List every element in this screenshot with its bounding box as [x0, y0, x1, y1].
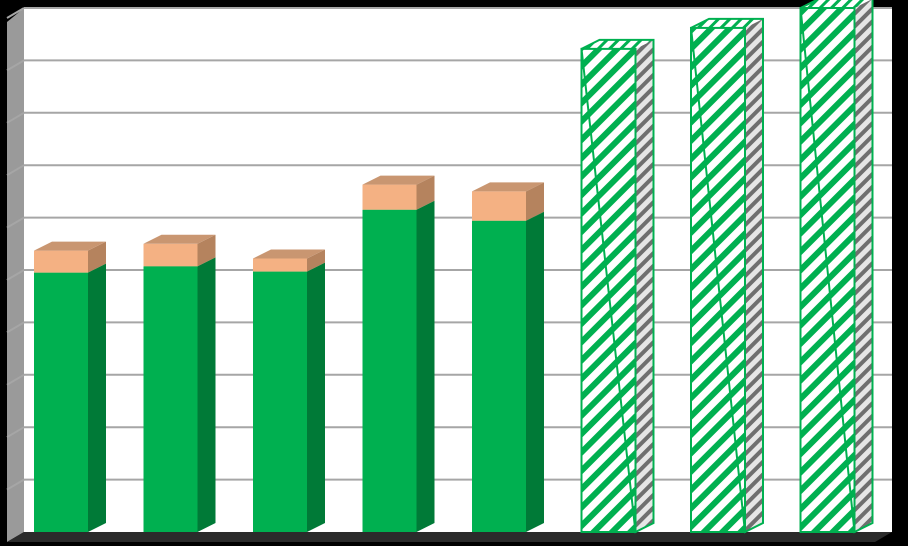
- gridline-wall: [6, 269, 25, 281]
- bar-base-side: [416, 200, 435, 533]
- bar-base-side: [526, 211, 544, 532]
- bar-hatched-outline: [580, 47, 637, 533]
- bar-hatched-side: [745, 18, 763, 533]
- bar-cap-top: [253, 249, 325, 259]
- bar-base-front: [362, 209, 417, 533]
- bar-hatched-outline: [799, 7, 856, 533]
- bar-base-front: [143, 266, 198, 532]
- bar-cap-front: [143, 243, 198, 267]
- bar-hatched-edge: [580, 38, 655, 534]
- bar-hatched-edge: [799, 0, 874, 534]
- bar-cap-front: [362, 184, 417, 210]
- bar-cap-front: [472, 191, 526, 221]
- bar-cap-front: [34, 250, 88, 273]
- bar-hatched-edge: [689, 17, 764, 534]
- gridline-wall: [6, 111, 25, 124]
- bar-cap-side: [307, 249, 325, 272]
- bar-cap-side: [526, 182, 544, 221]
- bar-cap-side: [88, 241, 106, 273]
- bar-cap-side: [197, 234, 216, 267]
- bar-hatched-side: [635, 39, 654, 532]
- bar-cap-top: [34, 241, 106, 251]
- bar-base-front: [472, 220, 526, 532]
- bar-hatched-top: [800, 0, 871, 8]
- bar-hatched-top: [581, 39, 654, 49]
- gridline-wall: [6, 7, 25, 19]
- bar-base-side: [307, 262, 325, 532]
- gridline-wall: [6, 59, 25, 72]
- gridline-wall: [6, 164, 25, 177]
- gridline-wall: [6, 373, 25, 386]
- gridline-wall: [6, 478, 25, 491]
- bar-base-front: [34, 272, 88, 532]
- bar-cap-top: [143, 234, 216, 244]
- gridline-wall: [6, 426, 25, 439]
- gridline-wall: [6, 321, 25, 334]
- bar-base-side: [88, 263, 106, 532]
- bar-cap-top: [472, 182, 544, 192]
- bar-hatched-outline: [690, 26, 746, 534]
- bar-cap-side: [416, 175, 435, 210]
- bar-base-front: [253, 271, 307, 532]
- bar-hatched-top: [691, 18, 763, 28]
- bar-cap-top: [362, 175, 435, 185]
- bar-cap-front: [253, 258, 307, 272]
- floor: [7, 532, 892, 542]
- bar-hatched-side: [854, 0, 873, 532]
- gridline-wall: [6, 216, 25, 229]
- bar-base-side: [197, 257, 216, 532]
